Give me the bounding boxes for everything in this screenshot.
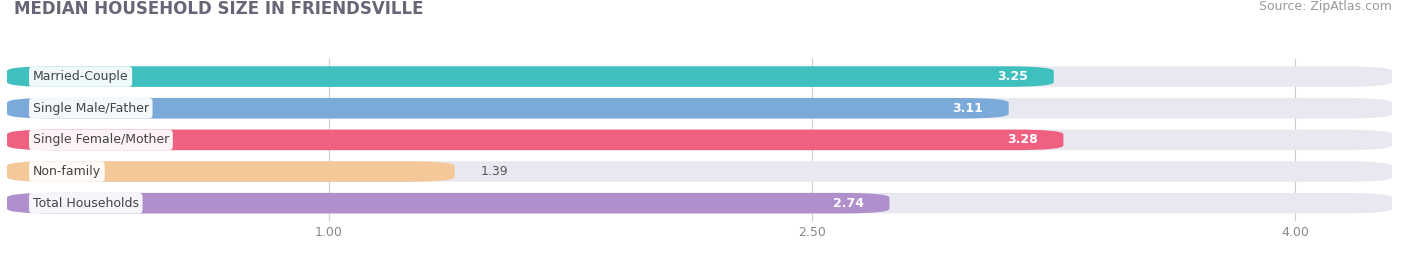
FancyBboxPatch shape [7, 193, 890, 214]
Text: Single Male/Father: Single Male/Father [32, 102, 149, 115]
FancyBboxPatch shape [7, 130, 1063, 150]
FancyBboxPatch shape [7, 66, 1053, 87]
FancyBboxPatch shape [7, 66, 1392, 87]
Text: 1.39: 1.39 [481, 165, 508, 178]
Text: Source: ZipAtlas.com: Source: ZipAtlas.com [1258, 0, 1392, 13]
Text: 2.74: 2.74 [832, 197, 863, 210]
FancyBboxPatch shape [7, 193, 1392, 214]
Text: 3.25: 3.25 [997, 70, 1028, 83]
FancyBboxPatch shape [7, 161, 1392, 182]
Text: Married-Couple: Married-Couple [32, 70, 128, 83]
FancyBboxPatch shape [7, 161, 454, 182]
Text: 3.28: 3.28 [1007, 133, 1038, 146]
FancyBboxPatch shape [7, 98, 1008, 119]
Text: Single Female/Mother: Single Female/Mother [32, 133, 169, 146]
FancyBboxPatch shape [7, 130, 1392, 150]
FancyBboxPatch shape [7, 98, 1392, 119]
Text: Non-family: Non-family [32, 165, 101, 178]
Text: MEDIAN HOUSEHOLD SIZE IN FRIENDSVILLE: MEDIAN HOUSEHOLD SIZE IN FRIENDSVILLE [14, 0, 423, 18]
Text: 3.11: 3.11 [952, 102, 983, 115]
Text: Total Households: Total Households [32, 197, 139, 210]
